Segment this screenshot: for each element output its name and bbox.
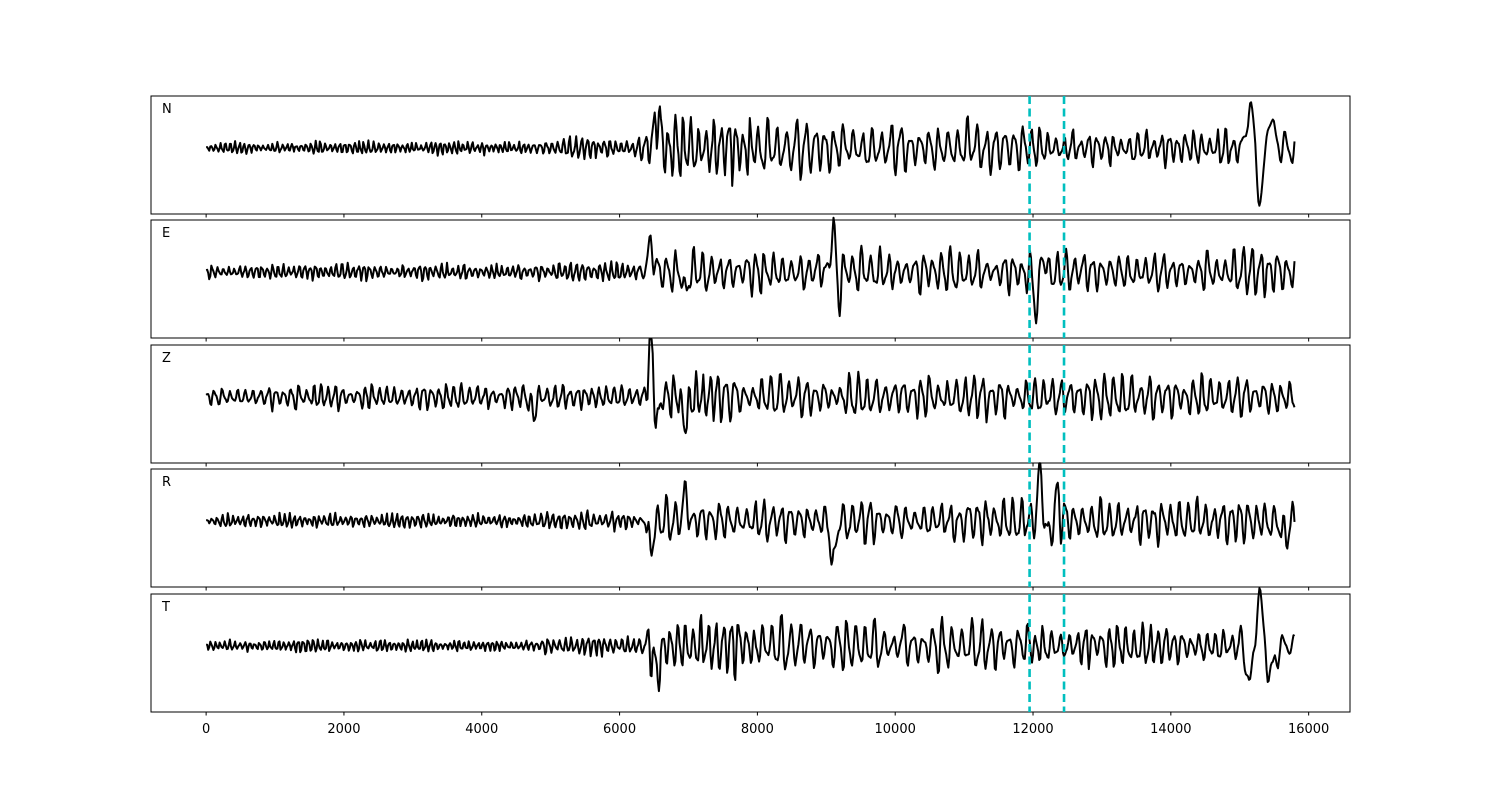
trace-r — [206, 462, 1296, 566]
panel-n: N — [150, 95, 1351, 218]
panel-frame — [150, 468, 1351, 588]
panel-label-t: T — [161, 600, 170, 615]
trace-e — [205, 216, 1296, 325]
x-tick-label: 8000 — [741, 722, 774, 737]
trace-panels: N E Z R T — [150, 95, 1351, 716]
panel-label-e: E — [162, 226, 170, 241]
panel-z: Z — [150, 338, 1351, 467]
x-tick-label: 12000 — [1012, 722, 1053, 737]
panel-label-r: R — [162, 475, 171, 490]
x-tick-label: 2000 — [327, 722, 360, 737]
panel-frame — [150, 219, 1351, 339]
x-tick-label: 16000 — [1288, 722, 1329, 737]
panel-t: T — [150, 587, 1351, 716]
trace-t — [206, 587, 1296, 693]
panel-label-z: Z — [162, 351, 171, 366]
x-axis: 0 2000 4000 6000 8000 10000 12000 14000 16000 — [202, 722, 1329, 737]
x-tick-label: 14000 — [1150, 722, 1191, 737]
trace-z — [205, 338, 1296, 435]
panel-r: R — [150, 462, 1351, 591]
trace-n — [206, 101, 1296, 207]
x-tick-label: 4000 — [465, 722, 498, 737]
panel-frame — [150, 344, 1351, 464]
panel-frame — [150, 593, 1351, 713]
x-tick-label: 0 — [202, 722, 210, 737]
pick-markers — [1028, 96, 1066, 712]
panel-label-n: N — [162, 102, 172, 117]
panel-e: E — [150, 216, 1351, 342]
x-tick-label: 6000 — [603, 722, 636, 737]
panel-frame — [150, 95, 1351, 215]
x-tick-label: 10000 — [875, 722, 916, 737]
